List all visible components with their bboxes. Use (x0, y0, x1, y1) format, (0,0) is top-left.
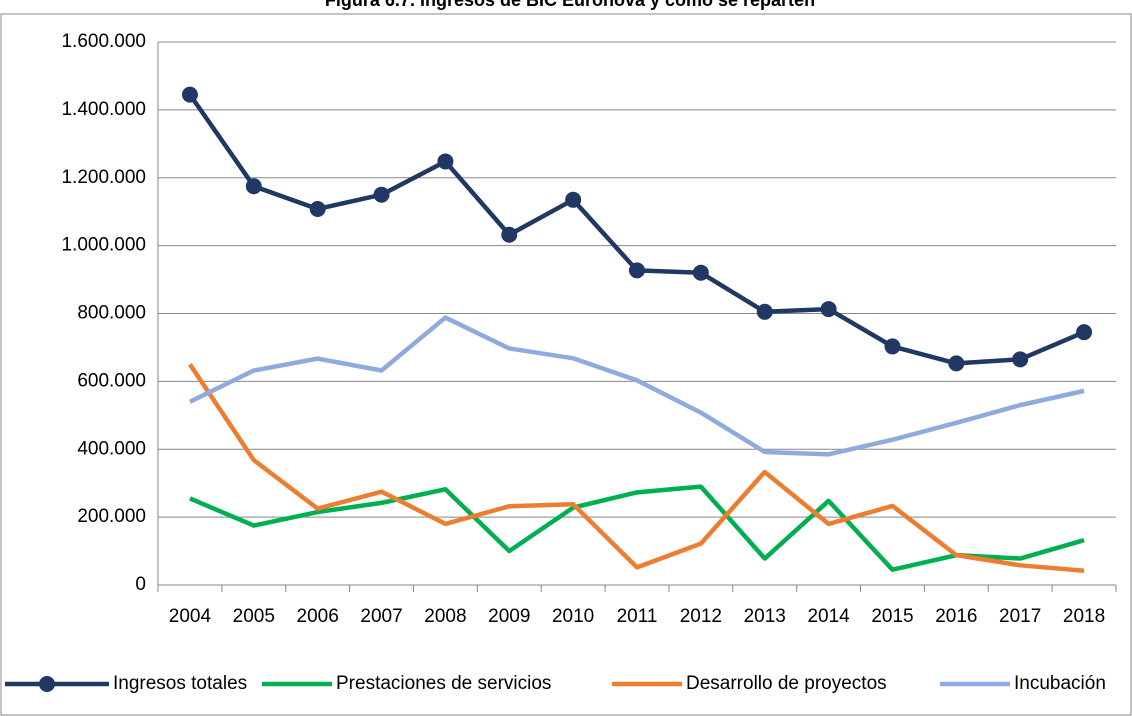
point (820, 301, 837, 318)
x-tick-label: 2018 (1063, 606, 1105, 627)
x-tick-label: 2010 (552, 606, 594, 627)
x-tick-label: 2005 (233, 606, 275, 627)
point (948, 355, 965, 372)
point (756, 303, 773, 320)
point (884, 338, 901, 355)
x-tick-label: 2006 (297, 606, 339, 627)
legend-label: Desarrollo de proyectos (686, 673, 887, 694)
x-tick-label: 2017 (999, 606, 1041, 627)
y-tick-label: 1.000.000 (61, 235, 146, 256)
x-tick-label: 2011 (617, 606, 658, 627)
series-line (188, 93, 1085, 366)
x-tick-label: 2007 (360, 606, 402, 627)
point (309, 200, 326, 217)
chart-title: Figura 6.7. Ingresos de BIC Euronova y c… (325, 0, 815, 10)
point (565, 191, 582, 208)
series-line (188, 315, 1085, 457)
point (1012, 351, 1029, 368)
legend-marker (39, 676, 55, 692)
point (1076, 324, 1093, 341)
x-tick-label: 2016 (935, 606, 977, 627)
series-line (189, 484, 1085, 572)
point (245, 178, 262, 195)
point (629, 262, 645, 279)
x-tick-label: 2004 (169, 606, 212, 627)
x-tick-label: 2008 (424, 606, 466, 627)
y-tick-label: 0 (135, 574, 146, 595)
y-tick-label: 1.600.000 (61, 31, 146, 52)
y-tick-label: 800.000 (77, 303, 146, 324)
x-tick-label: 2012 (680, 606, 722, 627)
legend-label: Incubación (1014, 673, 1106, 694)
point (692, 264, 709, 281)
y-tick-label: 1.400.000 (61, 99, 146, 120)
x-tick-label: 2009 (488, 606, 530, 627)
point (501, 226, 518, 243)
y-tick-label: 400.000 (77, 438, 146, 459)
legend-label: Ingresos totales (113, 673, 247, 694)
x-tick-label: 2015 (871, 606, 913, 627)
series-line (188, 363, 1085, 573)
chart-border (0, 13, 1132, 716)
point (373, 186, 390, 203)
y-tick-label: 1.200.000 (61, 167, 146, 188)
legend-label: Prestaciones de servicios (336, 673, 551, 694)
point (181, 86, 198, 103)
x-tick-label: 2013 (744, 606, 786, 627)
point (437, 153, 454, 170)
x-tick-label: 2014 (807, 606, 850, 627)
y-tick-label: 200.000 (77, 506, 146, 527)
y-tick-label: 600.000 (77, 370, 146, 391)
